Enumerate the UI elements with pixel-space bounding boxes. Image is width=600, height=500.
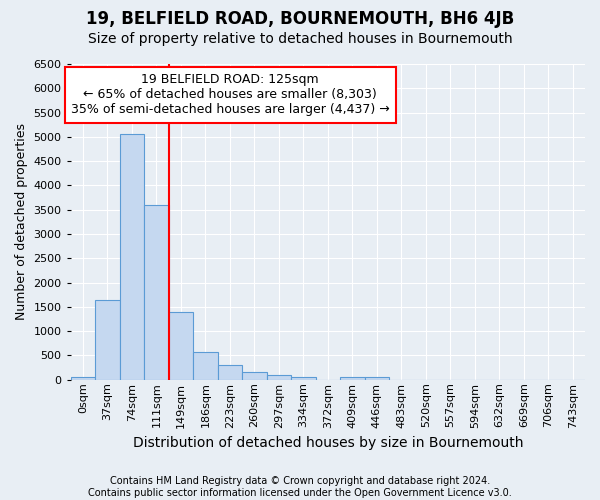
Bar [291, 378, 316, 380]
Bar [169, 312, 193, 380]
Y-axis label: Number of detached properties: Number of detached properties [15, 124, 28, 320]
Bar [365, 378, 389, 380]
Bar [95, 300, 119, 380]
Bar [119, 134, 144, 380]
Bar [242, 372, 266, 380]
Text: Size of property relative to detached houses in Bournemouth: Size of property relative to detached ho… [88, 32, 512, 46]
Text: 19, BELFIELD ROAD, BOURNEMOUTH, BH6 4JB: 19, BELFIELD ROAD, BOURNEMOUTH, BH6 4JB [86, 10, 514, 28]
X-axis label: Distribution of detached houses by size in Bournemouth: Distribution of detached houses by size … [133, 436, 523, 450]
Bar [71, 378, 95, 380]
Bar [193, 352, 218, 380]
Text: Contains HM Land Registry data © Crown copyright and database right 2024.
Contai: Contains HM Land Registry data © Crown c… [88, 476, 512, 498]
Text: 19 BELFIELD ROAD: 125sqm
← 65% of detached houses are smaller (8,303)
35% of sem: 19 BELFIELD ROAD: 125sqm ← 65% of detach… [71, 74, 389, 116]
Bar [144, 205, 169, 380]
Bar [266, 375, 291, 380]
Bar [218, 365, 242, 380]
Bar [340, 378, 365, 380]
